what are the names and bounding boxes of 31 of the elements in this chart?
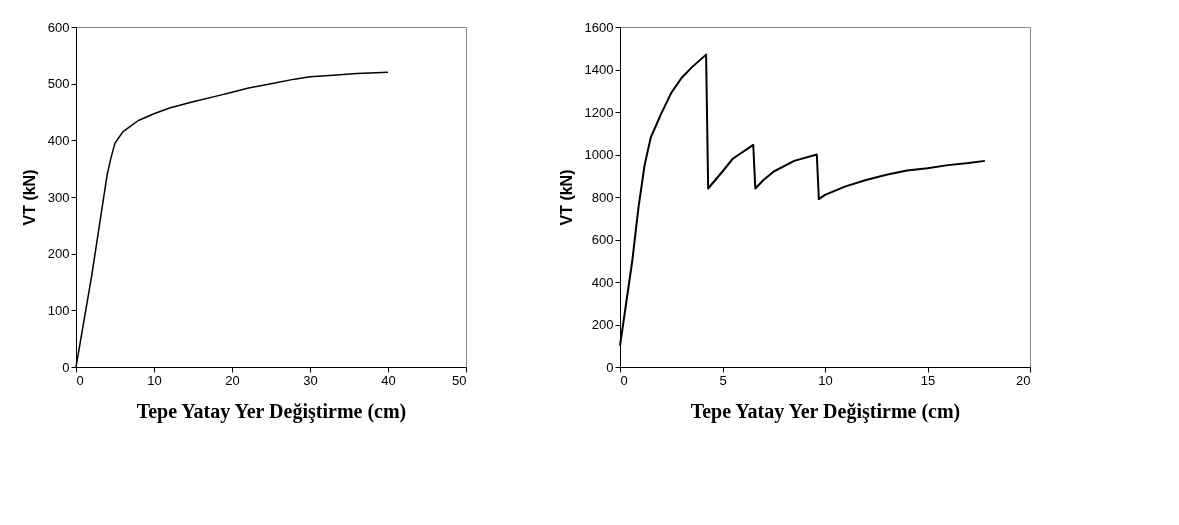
y-tick-label: 400 (47, 132, 70, 148)
y-tick-label: 300 (47, 189, 70, 205)
y-tick-label: 100 (47, 302, 70, 318)
x-tick-label: 0 (620, 372, 628, 388)
x-axis-title: Tepe Yatay Yer Değiştirme (cm) (136, 399, 407, 423)
x-axis-title: Tepe Yatay Yer Değiştirme (cm) (690, 399, 961, 423)
y-tick-label: 1400 (584, 62, 614, 77)
x-tick-label: 15 (920, 372, 936, 388)
y-tick-label: 600 (591, 232, 614, 247)
y-tick-label: 200 (591, 317, 614, 332)
x-tick-label: 5 (719, 372, 727, 388)
y-tick-label: 800 (591, 189, 614, 205)
x-tick-label: 40 (381, 372, 396, 388)
y-axis-title: VT (kN) (20, 169, 38, 226)
y-tick-label: 200 (47, 246, 70, 262)
y-tick-label: 0 (62, 359, 70, 375)
x-tick-label: 20 (1016, 372, 1031, 388)
x-tick-label: 10 (818, 372, 833, 388)
y-tick-label: 1000 (584, 147, 614, 162)
y-tick-label: 400 (591, 274, 614, 290)
y-tick-label: 0 (606, 359, 614, 375)
y-axis-title: VT (kN) (557, 169, 575, 226)
y-tick-label: 1600 (584, 19, 614, 35)
y-tick-label: 600 (47, 19, 70, 35)
x-tick-label: 20 (225, 372, 240, 388)
y-tick-label: 500 (47, 76, 70, 92)
x-tick-label: 0 (76, 372, 84, 388)
x-tick-label: 10 (147, 372, 162, 388)
x-tick-label: 30 (303, 372, 318, 388)
y-tick-label: 1200 (584, 104, 614, 120)
x-tick-label: 50 (452, 372, 467, 388)
